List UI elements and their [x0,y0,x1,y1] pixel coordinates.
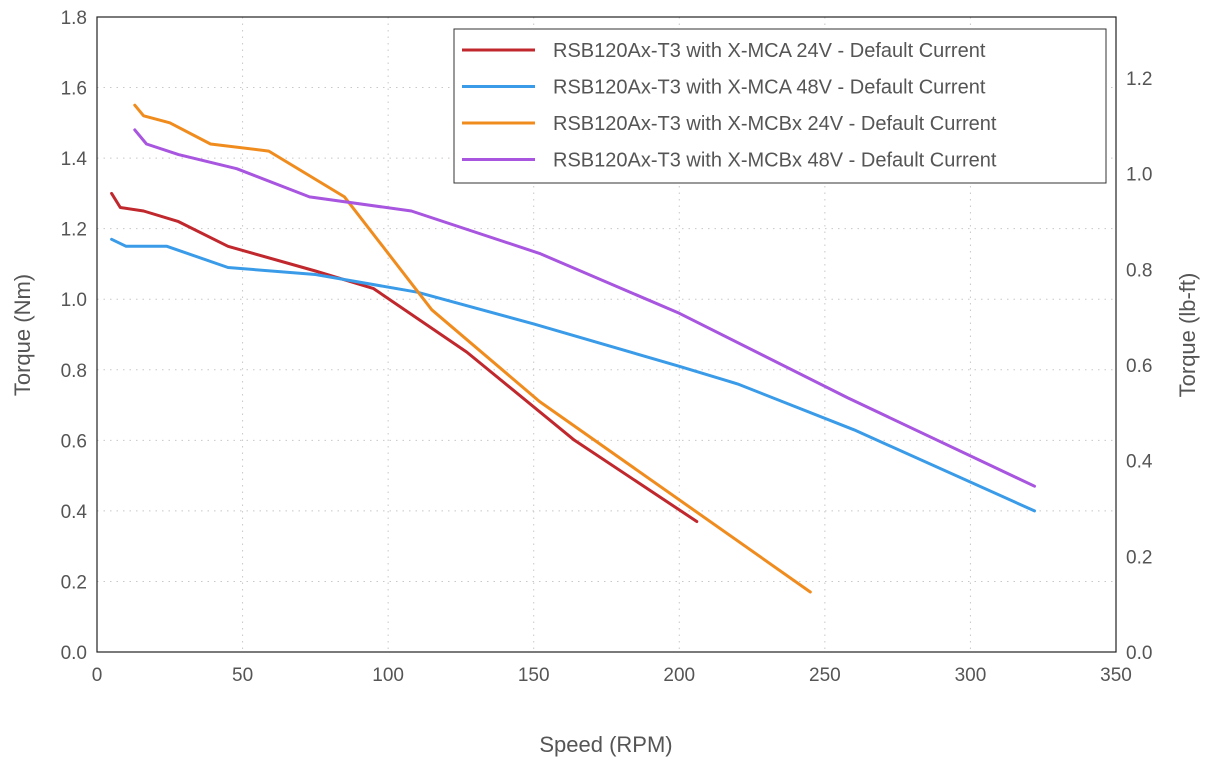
y-axis-title: Torque (Nm) [10,274,35,396]
series-line-2 [110,237,1036,513]
y2-axis-title: Torque (lb-ft) [1175,273,1200,398]
y2-tick-label: 0.0 [1126,643,1152,664]
y-tick-label: 0.0 [61,643,87,664]
x-tick-label: 250 [809,665,841,686]
y2-tick-label: 0.8 [1126,260,1152,281]
x-tick-label: 200 [663,665,695,686]
y2-tick-label: 0.4 [1126,452,1153,473]
x-tick-label: 150 [518,665,550,686]
series-lines [110,103,1036,594]
y-tick-label: 1.6 [61,79,87,100]
x-tick-label: 300 [955,665,987,686]
series-line-3 [133,103,812,594]
plot-frame [96,16,1117,653]
series-line-4 [133,128,1036,488]
y-tick-label: 1.2 [61,220,87,241]
x-tick-label: 100 [372,665,404,686]
y2-tick-label: 1.0 [1126,165,1152,186]
y-tick-label: 0.4 [61,502,88,523]
y2-axis-ticks: 0.0 0.2 0.4 0.6 0.8 1.0 1.2 [1126,69,1153,664]
x-tick-label: 50 [232,665,253,686]
y-tick-label: 1.0 [61,290,87,311]
y-tick-label: 0.2 [61,572,87,593]
grid [97,17,1116,652]
legend-label-4: RSB120Ax-T3 with X-MCBx 48V - Default Cu… [553,150,997,172]
y2-tick-label: 0.2 [1126,547,1152,568]
series-line-1 [110,191,699,523]
y-tick-label: 0.6 [61,431,87,452]
legend: RSB120Ax-T3 with X-MCA 24V - Default Cur… [453,28,1107,184]
legend-box [453,28,1107,184]
y-axis-ticks: 0.0 0.2 0.4 0.6 0.8 1.0 1.2 1.4 1.6 1.8 [61,8,88,664]
y-tick-label: 1.4 [61,149,88,170]
legend-label-3: RSB120Ax-T3 with X-MCBx 24V - Default Cu… [553,113,997,135]
x-axis-title: Speed (RPM) [539,732,672,757]
x-tick-label: 350 [1100,665,1132,686]
y-tick-label: 1.8 [61,8,87,29]
y2-tick-label: 1.2 [1126,69,1152,90]
legend-label-1: RSB120Ax-T3 with X-MCA 24V - Default Cur… [553,40,986,62]
y-tick-label: 0.8 [61,361,87,382]
x-axis-ticks: 0 50 100 150 200 250 300 350 [92,665,1132,686]
legend-label-2: RSB120Ax-T3 with X-MCA 48V - Default Cur… [553,77,986,99]
x-tick-label: 0 [92,665,103,686]
y2-tick-label: 0.6 [1126,356,1152,377]
